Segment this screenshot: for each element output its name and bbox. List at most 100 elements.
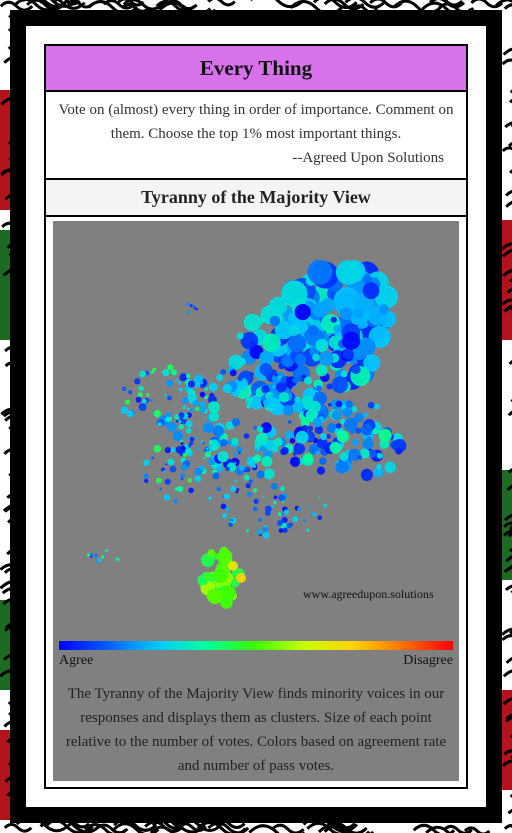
cluster-point [175,419,179,423]
cluster-point [259,350,275,366]
cluster-point [225,506,230,511]
cluster-point [315,338,329,352]
cluster-point [234,452,238,457]
cluster-point [228,522,233,527]
cluster-point [330,316,337,323]
cluster-point [288,324,300,336]
cluster-point [352,307,364,319]
cluster-point [208,496,212,501]
cluster-point [139,370,147,378]
border-squiggle [0,0,34,12]
cluster-point [345,400,354,408]
cluster-point [281,516,288,523]
cluster-point [362,438,374,450]
cluster-point [361,424,373,436]
cluster-point [343,417,358,432]
cluster-point [211,444,218,451]
cluster-point [185,428,192,434]
cluster-point [292,376,299,384]
cluster-point [273,495,278,500]
cluster-point [312,353,320,362]
border-squiggle [312,0,358,10]
cluster-point [191,304,195,307]
info-card: Every Thing Vote on (almost) every thing… [44,44,468,789]
cluster-point [307,325,319,336]
cluster-point [376,463,382,470]
cluster-point [362,274,373,285]
border-squiggle [250,0,305,9]
cluster-point [187,478,192,483]
cluster-point [165,463,168,466]
border-squiggle [501,627,512,636]
border-color-block [0,230,12,340]
cluster-point [199,380,204,385]
cluster-point [208,458,216,466]
cluster-point [213,569,227,583]
cluster-point [163,494,171,501]
cluster-point [178,412,185,419]
cluster-point [261,456,273,467]
cluster-point [283,358,290,365]
cluster-point [262,526,268,533]
border-squiggle [501,759,512,768]
cluster-point [243,433,250,439]
cluster-point [153,445,162,453]
cluster-point [245,467,251,473]
border-squiggle [503,3,512,10]
cluster-point [181,464,188,471]
cluster-point [278,494,286,501]
cluster-point [308,505,312,509]
cluster-point [256,426,264,433]
viz-description: The Tyranny of the Majority View finds m… [65,686,447,774]
cluster-point [289,437,296,444]
cluster-point [89,552,94,557]
cluster-point [292,400,304,413]
cluster-point [294,396,301,403]
cluster-point [316,466,326,475]
cluster-point [363,354,381,372]
cluster-point [231,437,239,445]
border-squiggle [503,521,512,528]
cluster-point [208,439,214,445]
cluster-point [217,549,233,565]
cluster-point [128,390,133,395]
cluster-point [173,499,178,504]
cluster-point [199,406,206,414]
cluster-point [192,400,200,407]
cluster-point [271,445,279,453]
cluster-point [243,474,250,481]
cluster-point [245,397,253,405]
cluster-point [187,380,195,388]
cluster-point [217,450,229,463]
cluster-point [159,487,162,491]
cluster-point [372,428,378,435]
cluster-point [235,377,248,390]
cluster-point [276,382,287,393]
cluster-point [181,397,189,404]
card-title: Every Thing [46,46,466,92]
cluster-point [166,415,172,422]
cluster-point [204,573,211,580]
cluster-point [335,400,343,408]
cluster-point [151,456,155,460]
cluster-point [175,378,178,382]
cluster-point [220,585,236,601]
border-squiggle [504,121,512,129]
border-squiggle [155,0,196,13]
cluster-point [326,423,337,433]
cluster-point [342,348,354,360]
cluster-point [301,425,309,432]
site-credit: www.agreedupon.solutions [303,587,434,601]
cluster-point [288,420,292,424]
cluster-point [134,378,141,385]
border-squiggle [94,823,129,833]
cluster-point [311,511,317,517]
cluster-point [315,364,328,377]
cluster-point [335,423,342,429]
border-squiggle [344,0,386,9]
cluster-point [273,500,277,505]
cluster-point [243,313,262,332]
cluster-point [333,324,342,333]
cluster-point [231,418,241,427]
cluster-point [363,412,368,418]
